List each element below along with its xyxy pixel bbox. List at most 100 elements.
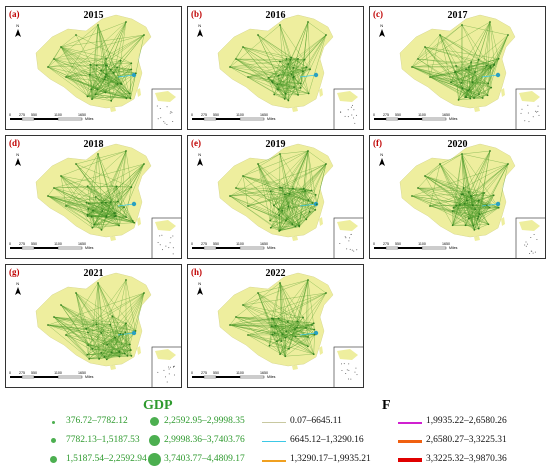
svg-text:N: N xyxy=(198,152,201,157)
panel-year: 2019 xyxy=(265,139,286,150)
flow-network xyxy=(229,150,327,232)
flow-network xyxy=(229,279,327,357)
f-symbol-5 xyxy=(398,440,422,443)
f-symbol-3 xyxy=(262,460,286,462)
svg-text:N: N xyxy=(380,23,383,28)
svg-text:275: 275 xyxy=(19,242,25,246)
map-panel-2016: N 0 275 550 1100 1650 Miles (b) 2016 xyxy=(187,6,364,130)
north-arrow-icon: N xyxy=(197,23,203,37)
svg-text:1100: 1100 xyxy=(418,113,426,117)
svg-text:0: 0 xyxy=(9,113,11,117)
gdp-class-2: 7782.13–1,5187.53 xyxy=(66,435,140,445)
f-class-5: 2,6580.27–3,3225.31 xyxy=(426,435,507,445)
north-arrow-icon: N xyxy=(15,281,21,295)
gdp-class-4: 2,2592.95–2,9998.35 xyxy=(164,416,245,426)
svg-text:275: 275 xyxy=(201,371,207,375)
svg-text:275: 275 xyxy=(19,113,25,117)
f-class-4: 1,9935.22–2,6580.26 xyxy=(426,416,507,426)
svg-text:Miles: Miles xyxy=(267,246,276,250)
f-symbol-2 xyxy=(262,441,286,442)
f-symbol-6 xyxy=(398,458,422,462)
svg-text:1650: 1650 xyxy=(260,242,268,246)
svg-text:1650: 1650 xyxy=(260,113,268,117)
svg-text:0: 0 xyxy=(373,113,375,117)
svg-text:550: 550 xyxy=(213,371,219,375)
south-china-sea-inset xyxy=(333,346,363,387)
svg-text:0: 0 xyxy=(9,242,11,246)
svg-text:1650: 1650 xyxy=(442,113,450,117)
flow-network xyxy=(229,21,327,101)
map-panel-2018: N 0 275 550 1100 1650 Miles (d) 2018 xyxy=(5,135,182,259)
gdp-symbol-6 xyxy=(148,453,161,466)
south-china-sea-inset xyxy=(151,88,181,129)
gdp-symbol-2 xyxy=(51,438,56,443)
svg-text:550: 550 xyxy=(31,242,37,246)
svg-text:1650: 1650 xyxy=(78,113,86,117)
panel-label: (a) xyxy=(9,9,20,19)
svg-text:0: 0 xyxy=(191,113,193,117)
svg-text:1100: 1100 xyxy=(236,242,244,246)
svg-text:275: 275 xyxy=(201,242,207,246)
svg-text:1650: 1650 xyxy=(260,371,268,375)
f-class-1: 0.07–6645.11 xyxy=(290,416,342,426)
svg-text:Miles: Miles xyxy=(267,117,276,121)
f-symbol-4 xyxy=(398,422,422,424)
gdp-symbol-4 xyxy=(150,417,159,426)
south-china-sea-inset xyxy=(515,88,545,129)
map-panel-2017: N 0 275 550 1100 1650 Miles (c) 2017 xyxy=(369,6,546,130)
f-class-2: 6645.12–1,3290.16 xyxy=(290,435,364,445)
panel-label: (c) xyxy=(373,9,383,19)
south-china-sea-inset xyxy=(151,217,181,258)
map-panel-2022: N 0 275 550 1100 1650 Miles (h) 2022 xyxy=(187,264,364,388)
panel-year: 2022 xyxy=(265,268,286,279)
svg-text:275: 275 xyxy=(201,113,207,117)
svg-text:1100: 1100 xyxy=(418,242,426,246)
flow-network xyxy=(411,150,509,230)
svg-text:N: N xyxy=(380,152,383,157)
map-panel-2015: N 0 275 550 1100 1650 Miles (a) 2015 xyxy=(5,6,182,130)
svg-text:1100: 1100 xyxy=(236,113,244,117)
svg-text:275: 275 xyxy=(383,113,389,117)
f-legend-title: F xyxy=(382,398,391,413)
north-arrow-icon: N xyxy=(15,23,21,37)
panel-year: 2018 xyxy=(83,139,104,150)
svg-text:550: 550 xyxy=(213,113,219,117)
flow-network xyxy=(411,21,509,101)
svg-text:275: 275 xyxy=(19,371,25,375)
svg-text:550: 550 xyxy=(31,371,37,375)
svg-text:1650: 1650 xyxy=(78,242,86,246)
flow-network xyxy=(47,279,145,360)
north-arrow-icon: N xyxy=(379,152,385,166)
gdp-symbol-1 xyxy=(52,421,55,424)
panel-label: (g) xyxy=(9,267,20,277)
panel-year: 2021 xyxy=(83,268,104,279)
south-china-sea-inset xyxy=(515,217,545,258)
gdp-class-5: 2,9998.36–3,7403.76 xyxy=(164,435,245,445)
north-arrow-icon: N xyxy=(197,281,203,295)
map-panel-2020: N 0 275 550 1100 1650 Miles (f) 2020 xyxy=(369,135,546,259)
north-arrow-icon: N xyxy=(379,23,385,37)
svg-text:1100: 1100 xyxy=(54,242,62,246)
panel-year: 2016 xyxy=(265,10,286,21)
svg-text:275: 275 xyxy=(383,242,389,246)
svg-text:550: 550 xyxy=(31,113,37,117)
svg-text:N: N xyxy=(198,281,201,286)
svg-text:1100: 1100 xyxy=(236,371,244,375)
svg-text:0: 0 xyxy=(9,371,11,375)
f-class-3: 1,3290.17–1,9935.21 xyxy=(290,454,371,464)
map-panel-2019: N 0 275 550 1100 1650 Miles (e) 2019 xyxy=(187,135,364,259)
north-arrow-icon: N xyxy=(197,152,203,166)
svg-text:550: 550 xyxy=(395,242,401,246)
legend: GDP F 376.72–7782.12 7782.13–1,5187.53 1… xyxy=(0,396,550,466)
gdp-class-6: 3,7403.77–4,4809.17 xyxy=(164,454,245,464)
